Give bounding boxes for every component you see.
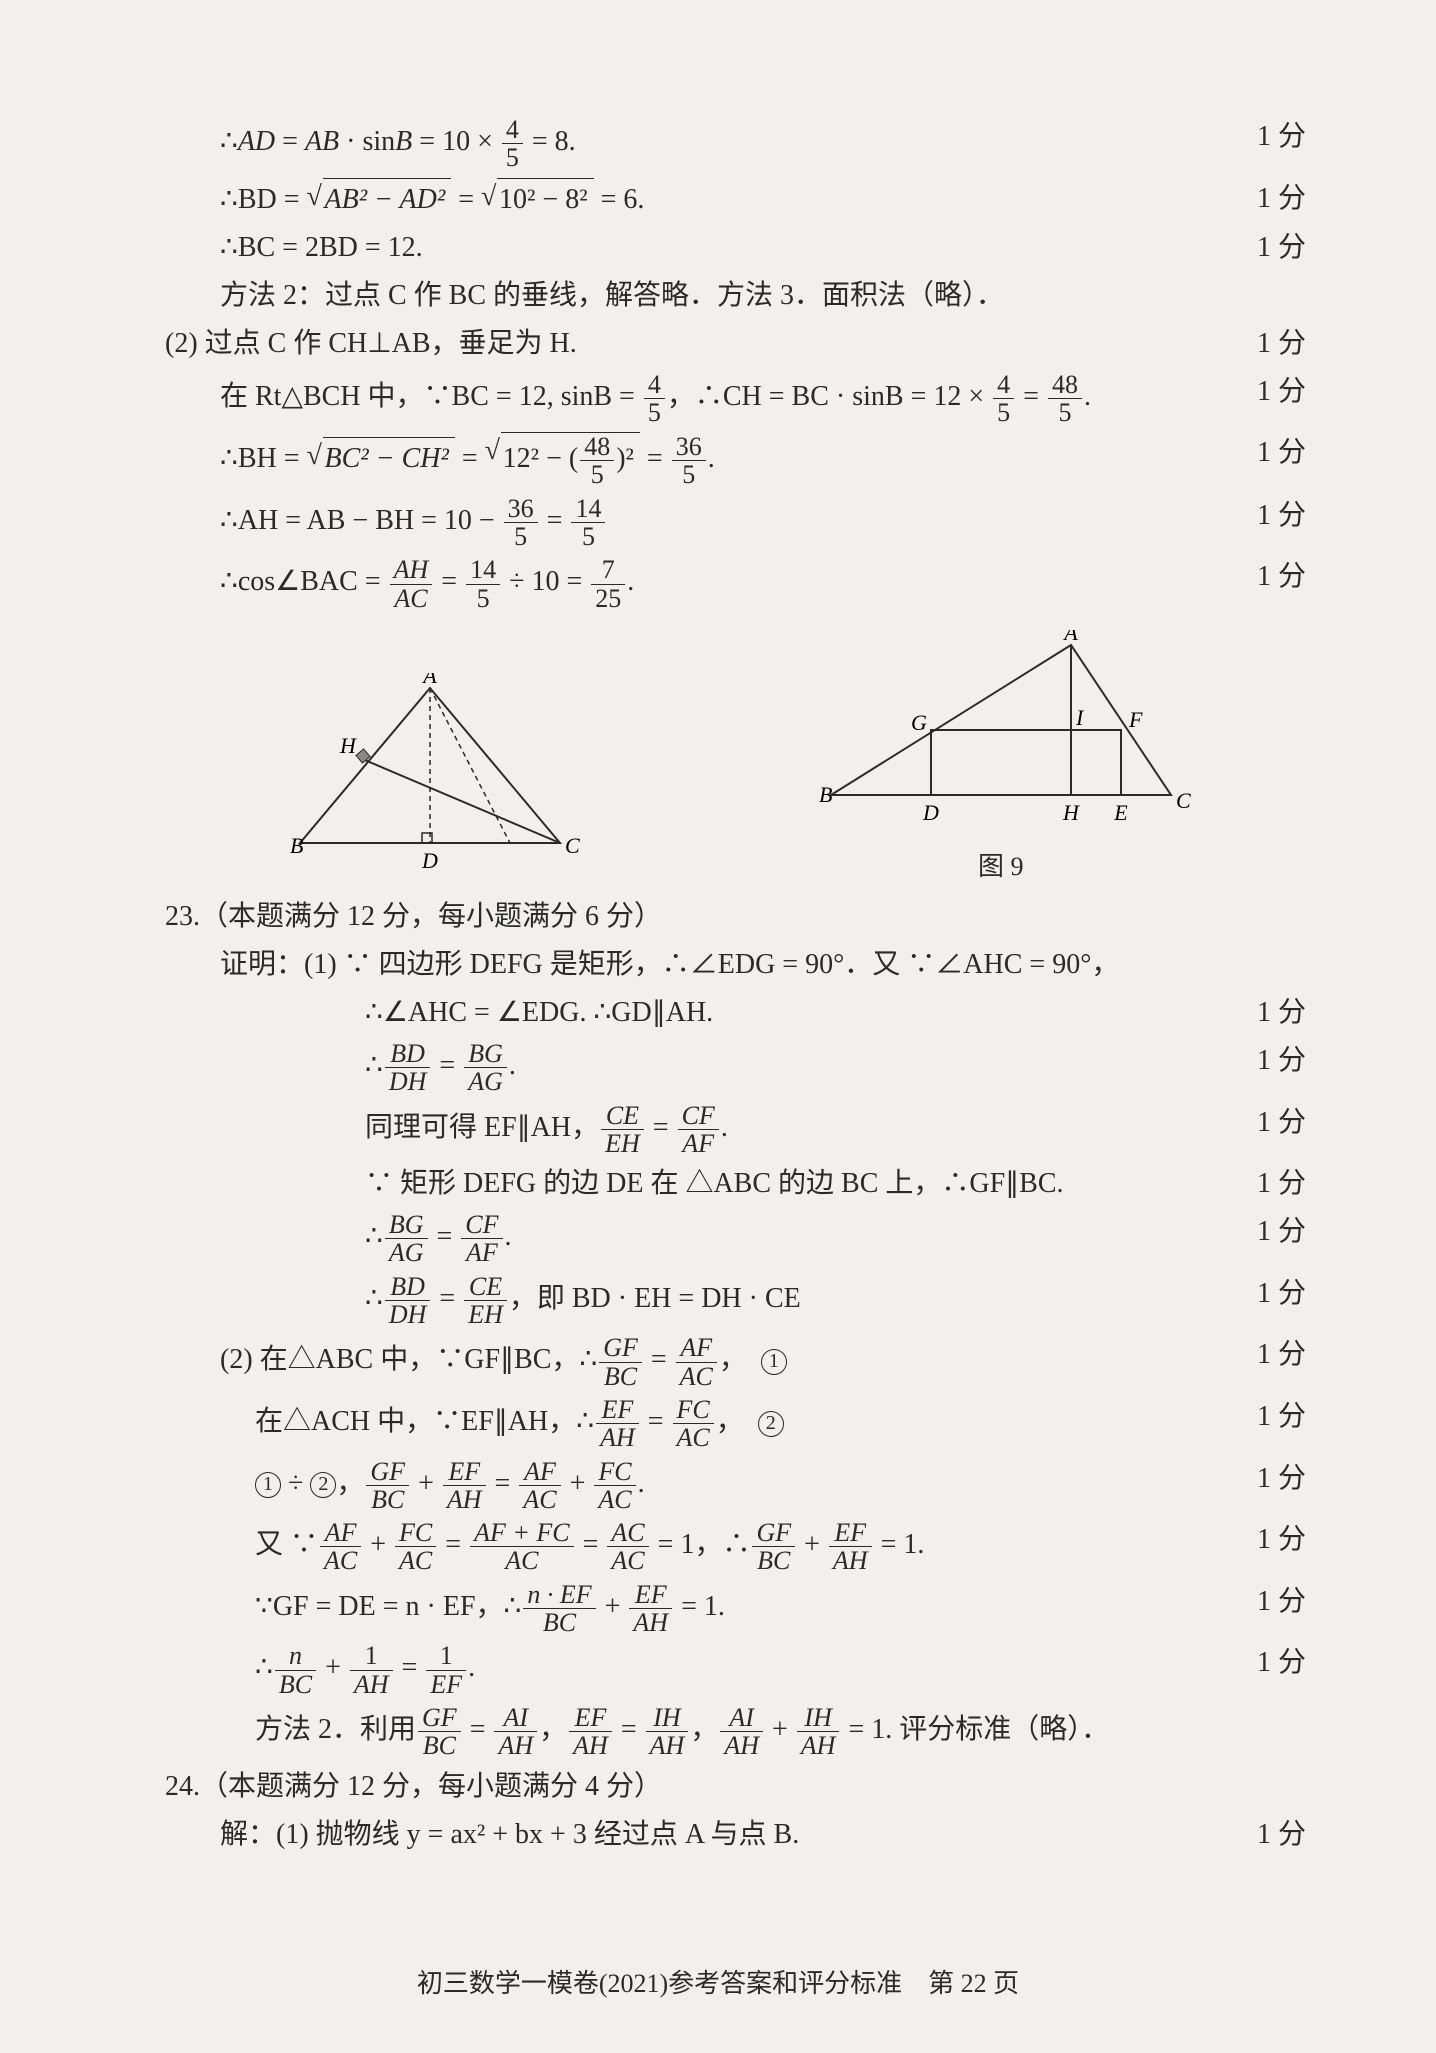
q23-p2: ∴∠AHC = ∠EDG. ∴GD∥AH. (165, 992, 1246, 1034)
triangle-right: A B C D E F G H I (811, 630, 1191, 830)
score: 1 分 (1246, 116, 1306, 158)
svg-text:H: H (1062, 800, 1080, 825)
line-ah: ∴AH = AB − BH = 10 − 365 = 145 (165, 495, 1246, 551)
score: 1 分 (1246, 556, 1306, 598)
score: 1 分 (1246, 1163, 1306, 1205)
score: 1 分 (1246, 1102, 1306, 1144)
score: 1 分 (1246, 1040, 1306, 1082)
q23-p5: ∵ 矩形 DEFG 的边 DE 在 △ABC 的边 BC 上，∴GF∥BC. (165, 1163, 1246, 1205)
svg-text:F: F (1128, 707, 1143, 732)
svg-text:H: H (339, 733, 357, 758)
line-bd: ∴BD = AB² − AD² = 10² − 8² = 6. (165, 178, 1246, 221)
line-method2: 方法 2：过点 C 作 BC 的垂线，解答略．方法 3．面积法（略）． (165, 275, 1246, 317)
svg-text:A: A (1062, 630, 1078, 645)
score: 1 分 (1246, 1396, 1306, 1438)
svg-text:I: I (1075, 705, 1085, 730)
score: 1 分 (1246, 178, 1306, 220)
q23-p6: ∴BGAG = CFAF. (165, 1211, 1246, 1267)
line-bc: ∴BC = 2BD = 12. (165, 227, 1246, 269)
svg-text:D: D (421, 848, 438, 873)
q23-p7: ∴BDDH = CEEH，即 BD · EH = DH · CE (165, 1273, 1246, 1329)
score: 1 分 (1246, 323, 1306, 365)
score: 1 分 (1246, 432, 1306, 474)
score: 1 分 (1246, 1458, 1306, 1500)
svg-text:B: B (819, 782, 832, 807)
figures-row: A B C D H A B C D E F G H I 图 9 (165, 630, 1306, 886)
q23-p1: 证明：(1) ∵ 四边形 DEFG 是矩形，∴∠EDG = 90°．又 ∵∠AH… (165, 944, 1246, 986)
line-part2: (2) 过点 C 作 CH⊥AB，垂足为 H. (165, 323, 1246, 365)
score: 1 分 (1246, 1211, 1306, 1253)
q23-p4: 同理可得 EF∥AH，CEEH = CFAF. (165, 1102, 1246, 1158)
svg-text:G: G (911, 710, 927, 735)
page-footer: 初三数学一模卷(2021)参考答案和评分标准 第 22 页 (0, 1964, 1436, 2003)
svg-text:C: C (565, 833, 580, 858)
q24-title: 24.（本题满分 12 分，每小题满分 4 分） (165, 1766, 1246, 1808)
svg-text:D: D (922, 800, 939, 825)
q23-title: 23.（本题满分 12 分，每小题满分 6 分） (165, 896, 1246, 938)
figure-right-caption: 图 9 (811, 847, 1191, 886)
q23-2d: 又 ∵AFAC + FCAC = AF + FCAC = ACAC = 1，∴G… (165, 1519, 1246, 1575)
svg-text:B: B (290, 833, 303, 858)
q24-l1: 解：(1) 抛物线 y = ax² + bx + 3 经过点 A 与点 B. (165, 1814, 1246, 1856)
svg-text:C: C (1176, 788, 1191, 813)
q23-2b: 在△ACH 中，∵EF∥AH，∴EFAH = FCAC， 2 (165, 1396, 1246, 1452)
score: 1 分 (1246, 1519, 1306, 1561)
line-cosbac: ∴cos∠BAC = AHAC = 145 ÷ 10 = 725. (165, 556, 1246, 612)
score: 1 分 (1246, 1581, 1306, 1623)
q23-2c: 1 ÷ 2，GFBC + EFAH = AFAC + FCAC. (165, 1458, 1246, 1514)
q23-p3: ∴BDDH = BGAG. (165, 1040, 1246, 1096)
q23-2a: (2) 在△ABC 中，∵GF∥BC，∴GFBC = AFAC， 1 (165, 1334, 1246, 1390)
q23-2g: 方法 2．利用GFBC = AIAH，EFAH = IHAH，AIAH + IH… (165, 1704, 1246, 1760)
svg-text:E: E (1113, 800, 1128, 825)
score: 1 分 (1246, 1642, 1306, 1684)
score: 1 分 (1246, 371, 1306, 413)
figure-left: A B C D H (280, 673, 580, 886)
line-bh: ∴BH = BC² − CH² = 12² − (485)² = 365. (165, 432, 1246, 489)
line-ad: ∴AD = AB · sinB = 10 × 45 = 8. (165, 116, 1246, 172)
q23-2e: ∵GF = DE = n · EF，∴n · EFBC + EFAH = 1. (165, 1581, 1246, 1637)
line-rtbch: 在 Rt△BCH 中，∵BC = 12, sinB = 45，∴CH = BC … (165, 371, 1246, 427)
score: 1 分 (1246, 495, 1306, 537)
score: 1 分 (1246, 992, 1306, 1034)
score: 1 分 (1246, 1814, 1306, 1856)
q23-2f: ∴nBC + 1AH = 1EF. (165, 1642, 1246, 1698)
triangle-left: A B C D H (280, 673, 580, 873)
score: 1 分 (1246, 1273, 1306, 1315)
score: 1 分 (1246, 227, 1306, 269)
exam-page: ∴AD = AB · sinB = 10 × 45 = 8. 1 分 ∴BD =… (0, 0, 1436, 2053)
score: 1 分 (1246, 1334, 1306, 1376)
svg-text:A: A (422, 673, 438, 688)
figure-right: A B C D E F G H I 图 9 (811, 630, 1191, 886)
